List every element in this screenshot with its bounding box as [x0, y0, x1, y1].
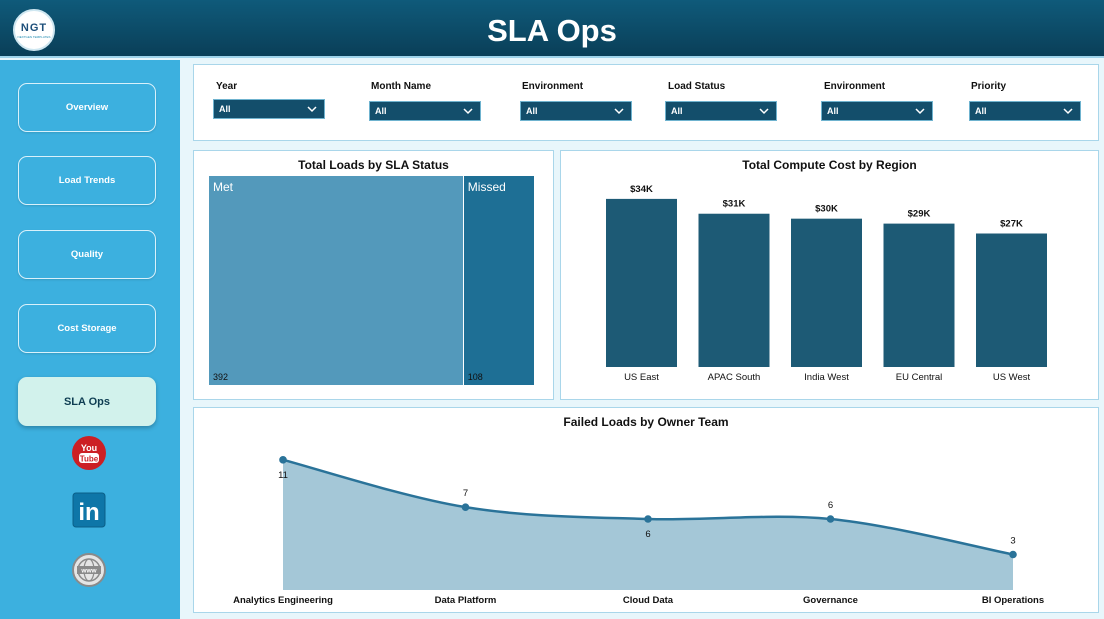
- filter-month-label: Month Name: [371, 81, 431, 92]
- x-tick-label: US East: [624, 372, 659, 383]
- x-tick-label: US West: [993, 372, 1031, 383]
- filter-priority-value: All: [975, 106, 987, 116]
- treemap-cell-met[interactable]: Met 392: [209, 176, 463, 385]
- youtube-label-bottom: Tube: [80, 455, 99, 464]
- data-label: 6: [645, 529, 650, 540]
- logo: NGT NEXTGEN TEMPLATES: [13, 9, 55, 51]
- filter-priority-select[interactable]: All: [969, 101, 1081, 121]
- filter-environment-region-label: Environment: [824, 81, 886, 92]
- bar-us-west: [976, 233, 1047, 367]
- chevron-down-icon: [759, 108, 769, 115]
- treemap-value: 108: [467, 372, 483, 382]
- filter-priority-label: Priority: [971, 81, 1007, 92]
- logo-subtext: NEXTGEN TEMPLATES: [17, 35, 51, 39]
- data-point-cloud-data: [644, 515, 652, 523]
- bar-eu-central: [883, 223, 955, 367]
- treemap-label: Met: [213, 180, 234, 194]
- filter-panel: Year All Month Name All Environment All …: [193, 64, 1099, 141]
- sla-status-treemap: Met 392 Missed 108: [209, 176, 534, 385]
- bar-data-label: $31K: [723, 199, 746, 210]
- x-tick-label: APAC South: [708, 372, 761, 383]
- x-tick-label: Governance: [803, 595, 858, 606]
- treemap-cell-missed[interactable]: Missed 108: [463, 176, 534, 385]
- x-tick-label: EU Central: [896, 372, 942, 383]
- data-point-governance: [826, 515, 835, 523]
- logo-text: NGT: [20, 22, 48, 34]
- data-point-data-platform: [461, 503, 470, 511]
- filter-environment-value: All: [526, 106, 538, 116]
- filter-load-status-select[interactable]: All: [665, 101, 777, 121]
- filter-load-status-label: Load Status: [668, 81, 726, 92]
- bar-data-label: $30K: [815, 204, 838, 215]
- filter-environment-select[interactable]: All: [520, 101, 632, 121]
- sidebar-item-overview[interactable]: Overview: [18, 83, 156, 132]
- filter-load-status-value: All: [671, 106, 683, 116]
- x-tick-label: India West: [804, 372, 849, 383]
- bar-data-label: $27K: [1000, 219, 1023, 230]
- page-title: SLA Ops: [487, 13, 617, 48]
- linkedin-icon[interactable]: in: [72, 492, 106, 533]
- sidebar-item-load-trends[interactable]: Load Trends: [18, 156, 156, 205]
- compute-cost-chart: $34K US East $31K APAC South $30K India West $…: [606, 184, 1047, 383]
- bar-data-label: $34K: [630, 184, 653, 195]
- x-tick-label: BI Operations: [982, 595, 1044, 606]
- website-label: www: [80, 568, 97, 575]
- sidebar: Overview Load Trends Quality Cost Storag…: [0, 60, 180, 619]
- sidebar-item-quality[interactable]: Quality: [18, 230, 156, 279]
- chevron-down-icon: [463, 108, 473, 115]
- compute-cost-title: Total Compute Cost by Region: [742, 158, 917, 172]
- filter-environment-label: Environment: [522, 81, 584, 92]
- bar-data-label: $29K: [908, 209, 931, 220]
- filter-environment-region-select[interactable]: All: [821, 101, 933, 121]
- sla-status-panel: Total Loads by SLA Status Met 392 Missed 10…: [193, 150, 554, 400]
- compute-cost-panel: Total Compute Cost by Region $34K US East…: [560, 150, 1099, 400]
- failed-loads-title: Failed Loads by Owner Team: [563, 415, 729, 429]
- youtube-label-top: You: [81, 443, 97, 453]
- data-point-bi-operations: [1009, 550, 1017, 559]
- youtube-icon[interactable]: You Tube: [72, 436, 106, 475]
- chevron-down-icon: [1063, 108, 1073, 115]
- failed-loads-panel: Failed Loads by Owner Team 11 Analytics E…: [193, 407, 1099, 613]
- bar-apac-south: [698, 213, 770, 367]
- filter-month-value: All: [375, 106, 387, 116]
- filter-year-value: All: [219, 104, 231, 114]
- area-fill: [283, 459, 1013, 590]
- x-tick-label: Cloud Data: [623, 595, 674, 606]
- sidebar-item-cost-storage[interactable]: Cost Storage: [18, 304, 156, 353]
- data-label: 3: [1010, 536, 1015, 547]
- data-label: 6: [828, 500, 833, 511]
- chevron-down-icon: [307, 106, 317, 113]
- header-bar: NGT NEXTGEN TEMPLATES SLA Ops: [0, 0, 1104, 58]
- chevron-down-icon: [915, 108, 925, 115]
- bar-us-east: [606, 198, 677, 367]
- failed-loads-chart: 11 Analytics Engineering 7 Data Platform 6 Cl…: [233, 456, 1044, 606]
- filter-environment-region-value: All: [827, 106, 839, 116]
- linkedin-label: in: [78, 499, 99, 526]
- data-label: 7: [463, 488, 468, 499]
- website-icon[interactable]: www: [72, 553, 106, 592]
- x-tick-label: Analytics Engineering: [233, 595, 333, 606]
- data-point-analytics-engineering: [279, 456, 287, 464]
- sla-status-title: Total Loads by SLA Status: [298, 158, 449, 172]
- chevron-down-icon: [614, 108, 624, 115]
- filter-year-label: Year: [216, 81, 238, 92]
- filter-month-select[interactable]: All: [369, 101, 481, 121]
- data-label: 11: [278, 470, 288, 481]
- sidebar-item-sla-ops[interactable]: SLA Ops: [18, 377, 156, 426]
- filter-year-select[interactable]: All: [213, 99, 325, 119]
- treemap-label: Missed: [467, 180, 506, 194]
- bar-india-west: [791, 218, 862, 367]
- treemap-value: 392: [213, 372, 229, 382]
- x-tick-label: Data Platform: [435, 595, 497, 606]
